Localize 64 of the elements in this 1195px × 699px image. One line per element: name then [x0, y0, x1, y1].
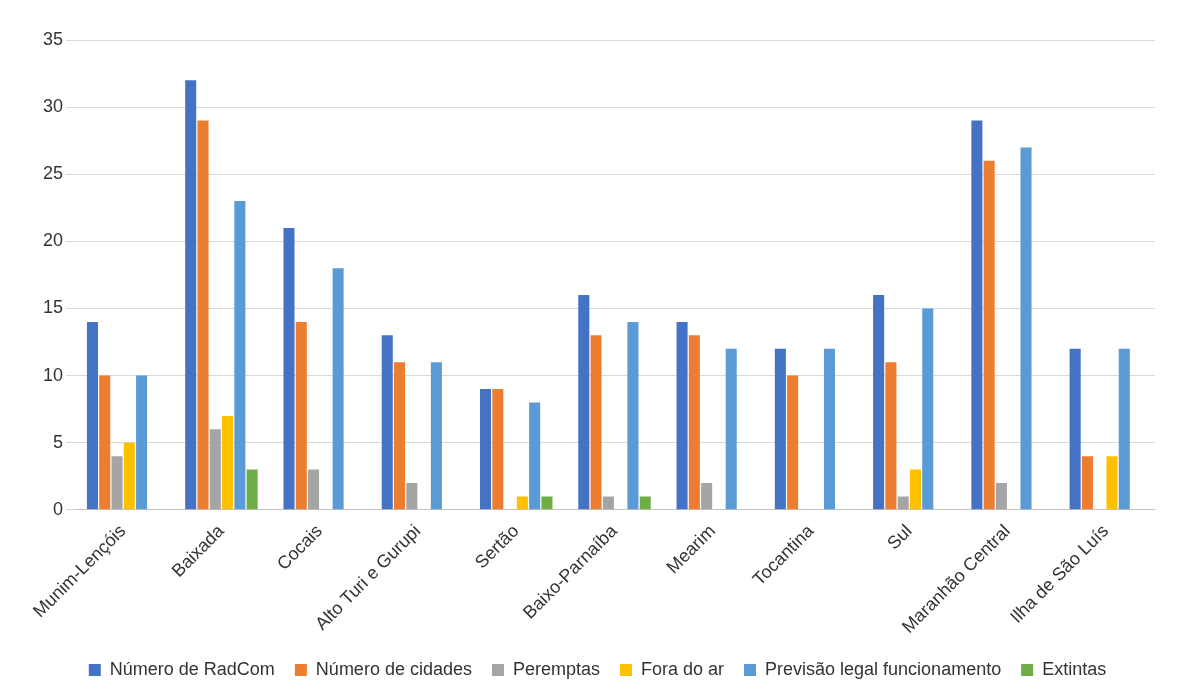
bar [209, 429, 221, 510]
bar [246, 469, 258, 510]
bar [394, 362, 406, 510]
bar [516, 496, 528, 510]
bar [995, 483, 1007, 510]
bar [529, 402, 541, 510]
y-tick-label: 10 [42, 364, 64, 385]
bar [787, 375, 799, 510]
bar [688, 335, 700, 510]
bar [909, 469, 921, 510]
bar [406, 483, 418, 510]
y-tick-label: 15 [42, 297, 64, 318]
legend-label: Previsão legal funcionamento [765, 658, 1002, 679]
bar [136, 375, 148, 510]
bar [897, 496, 909, 510]
y-tick-label: 0 [53, 498, 64, 519]
bar [283, 227, 295, 510]
bar [111, 456, 123, 510]
y-tick-label: 25 [42, 163, 64, 184]
legend-label: Número de RadCom [109, 658, 275, 679]
bar [1020, 147, 1032, 510]
bar [541, 496, 553, 510]
bar [676, 321, 688, 510]
y-tick-label: 20 [42, 230, 64, 251]
bar [971, 120, 983, 510]
bar [823, 348, 836, 510]
bar [602, 496, 614, 510]
bar [578, 295, 590, 510]
bar [873, 295, 885, 510]
bar [885, 362, 897, 510]
bar [480, 389, 492, 510]
bar [123, 442, 135, 510]
y-tick-label: 35 [42, 28, 64, 49]
bar [492, 389, 504, 510]
legend-label: Fora do ar [640, 658, 725, 679]
bar [1081, 456, 1093, 510]
bar [234, 201, 246, 510]
bar [308, 469, 320, 510]
bar [185, 80, 197, 510]
bar [774, 348, 786, 510]
bar [922, 308, 934, 510]
bar [295, 321, 307, 510]
y-tick-label: 5 [53, 431, 64, 452]
bar [701, 483, 713, 510]
bar [590, 335, 602, 510]
bar [627, 321, 639, 510]
bar [639, 496, 651, 510]
legend-label: Número de cidades [315, 658, 472, 679]
bar [430, 362, 442, 510]
legend-label: Peremptas [512, 658, 600, 679]
bar [86, 321, 98, 510]
bar [99, 375, 111, 510]
bar [725, 348, 737, 510]
bar [197, 120, 209, 510]
y-tick-label: 30 [42, 96, 64, 117]
bar [1106, 456, 1118, 510]
x-tick-label: Sul [883, 520, 916, 554]
bar [983, 160, 995, 510]
bar [1069, 348, 1081, 510]
bar [332, 268, 344, 510]
bar [222, 415, 234, 510]
bar [1118, 348, 1130, 510]
legend-label: Extintas [1042, 658, 1107, 679]
bar [381, 335, 393, 510]
